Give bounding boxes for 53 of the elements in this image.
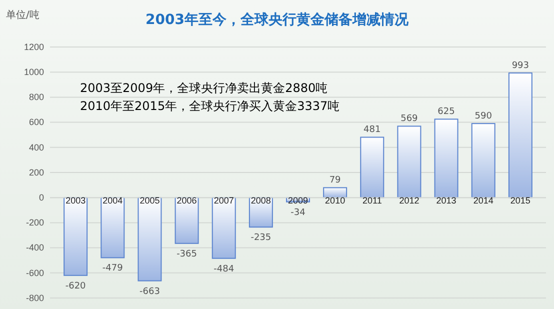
annotation: 2010年至2015年，全球央行净买入黄金3337吨 [80,99,340,113]
bar [360,136,384,198]
annotation: 2003至2009年，全球央行净卖出黄金2880吨 [80,81,328,95]
bar [212,197,236,259]
x-tick-label: 2010 [325,195,346,206]
x-tick-label: 2015 [510,195,530,206]
chart-title: 2003年至今，全球央行黄金储备增减情况 [146,12,410,28]
data-label: 993 [512,60,530,71]
bar [138,197,162,282]
y-tick-label: 600 [28,117,44,128]
x-tick-label: 2007 [214,195,234,206]
bar [397,126,422,198]
x-tick-label: 2014 [473,195,494,206]
data-label: 625 [438,107,455,118]
data-label: -620 [65,281,86,292]
bar [248,197,273,228]
x-tick-label: 2009 [288,195,308,206]
data-label: 590 [474,112,492,122]
bar [434,118,458,198]
y-tick-label: -600 [26,268,44,278]
data-label: -479 [102,264,124,274]
x-tick-label: 2003 [66,195,86,206]
data-label: -365 [176,249,198,260]
y-tick-label: 200 [28,167,44,178]
y-tick-label: -800 [26,292,44,303]
bar [100,197,125,258]
x-tick-label: 2012 [399,195,420,206]
y-tick-label: 0 [38,192,44,202]
y-tick-label: 400 [28,142,44,152]
x-tick-label: 2005 [140,195,160,206]
data-label: 481 [364,125,381,136]
y-tick-label: 1000 [24,66,44,77]
bar [471,123,496,198]
x-tick-label: 2008 [250,195,271,206]
y-tick-label: 1200 [24,42,44,52]
data-label: 569 [400,114,418,124]
x-tick-label: 2004 [102,195,123,206]
data-label: -484 [214,264,234,274]
bar [174,197,199,244]
x-tick-label: 2013 [436,195,456,206]
bar [508,72,532,198]
data-label: 79 [329,176,342,186]
data-label: -663 [140,286,160,297]
y-axis-title: 单位/吨 [6,9,40,21]
x-tick-label: 2006 [176,195,197,206]
data-label: -34 [290,208,306,218]
bar [323,187,348,198]
y-tick-label: -400 [26,242,44,253]
y-tick-label: 800 [28,92,44,102]
bar [64,197,88,276]
x-tick-label: 2011 [362,195,382,206]
y-tick-label: -200 [26,218,44,228]
data-label: -235 [250,233,272,244]
